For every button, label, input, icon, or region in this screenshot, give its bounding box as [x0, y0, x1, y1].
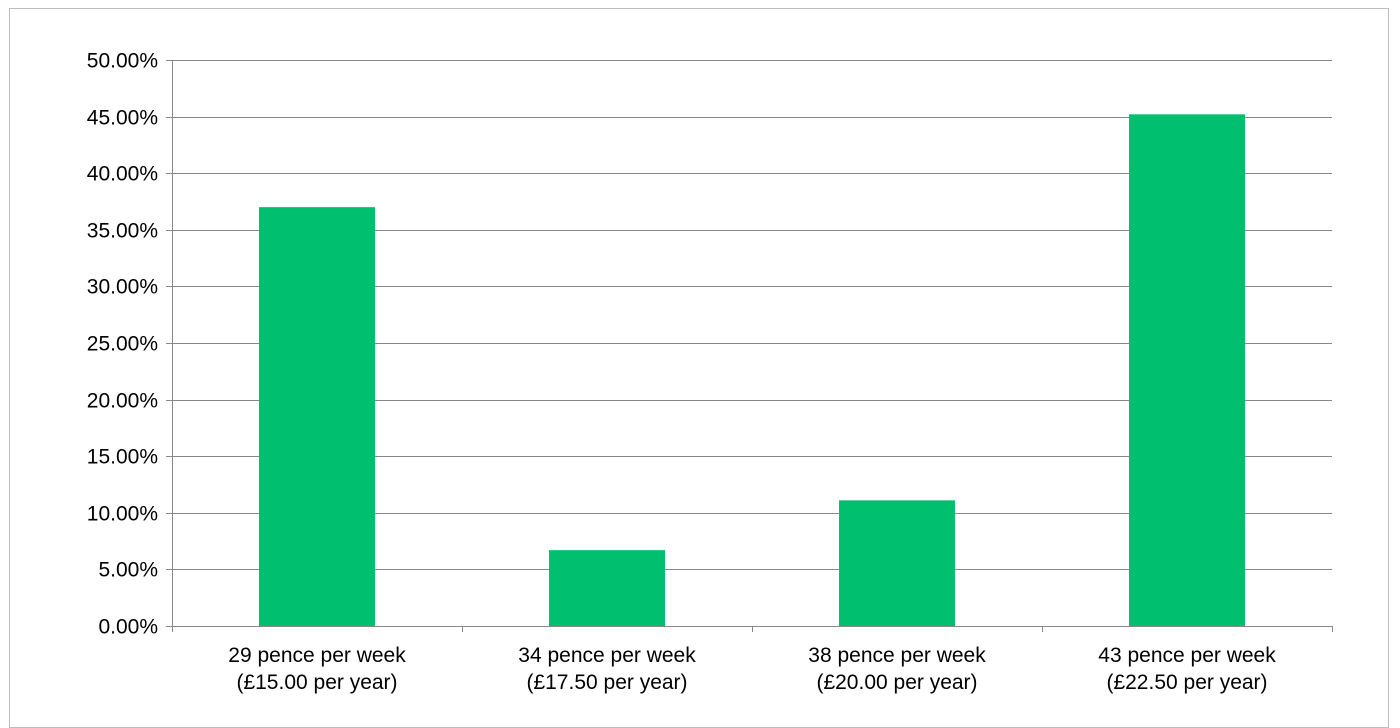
x-tick-label: 43 pence per week (£22.50 per year) — [1098, 644, 1276, 694]
bars — [259, 114, 1245, 626]
y-tick-label: 15.00% — [87, 446, 158, 469]
y-tick-label: 40.00% — [87, 163, 158, 186]
y-tick-labels: 0.00% 5.00% 10.00% 15.00% 20.00% 25.00% 30.00%… — [87, 50, 158, 639]
x-tick-label-line: 29 pence per week — [228, 644, 406, 667]
y-tick-label: 30.00% — [87, 276, 158, 299]
y-tick-label: 5.00% — [98, 559, 158, 582]
axes — [166, 60, 1333, 632]
y-tick-label: 20.00% — [87, 390, 158, 413]
x-tick-label-line: (£22.50 per year) — [1106, 671, 1267, 694]
bar — [839, 500, 955, 626]
x-tick-label: 34 pence per week (£17.50 per year) — [518, 644, 696, 694]
x-tick-label-line: 38 pence per week — [808, 644, 986, 667]
x-tick-label-line: 34 pence per week — [518, 644, 696, 667]
bar — [549, 550, 665, 626]
y-tick-label: 35.00% — [87, 220, 158, 243]
y-tick-label: 50.00% — [87, 50, 158, 73]
x-tick-label-line: (£20.00 per year) — [816, 671, 977, 694]
y-tick-label: 0.00% — [98, 616, 158, 639]
x-tick-label: 38 pence per week (£20.00 per year) — [808, 644, 986, 694]
x-tick-label-line: (£17.50 per year) — [526, 671, 687, 694]
x-tick-labels: 29 pence per week (£15.00 per year) 34 pen… — [228, 644, 1276, 694]
y-tick-label: 45.00% — [87, 107, 158, 130]
x-tick-label-line: (£15.00 per year) — [236, 671, 397, 694]
y-tick-label: 10.00% — [87, 503, 158, 526]
y-tick-label: 25.00% — [87, 333, 158, 356]
bar — [1129, 114, 1245, 626]
x-tick-label: 29 pence per week (£15.00 per year) — [228, 644, 406, 694]
x-tick-label-line: 43 pence per week — [1098, 644, 1276, 667]
bar — [259, 207, 375, 626]
